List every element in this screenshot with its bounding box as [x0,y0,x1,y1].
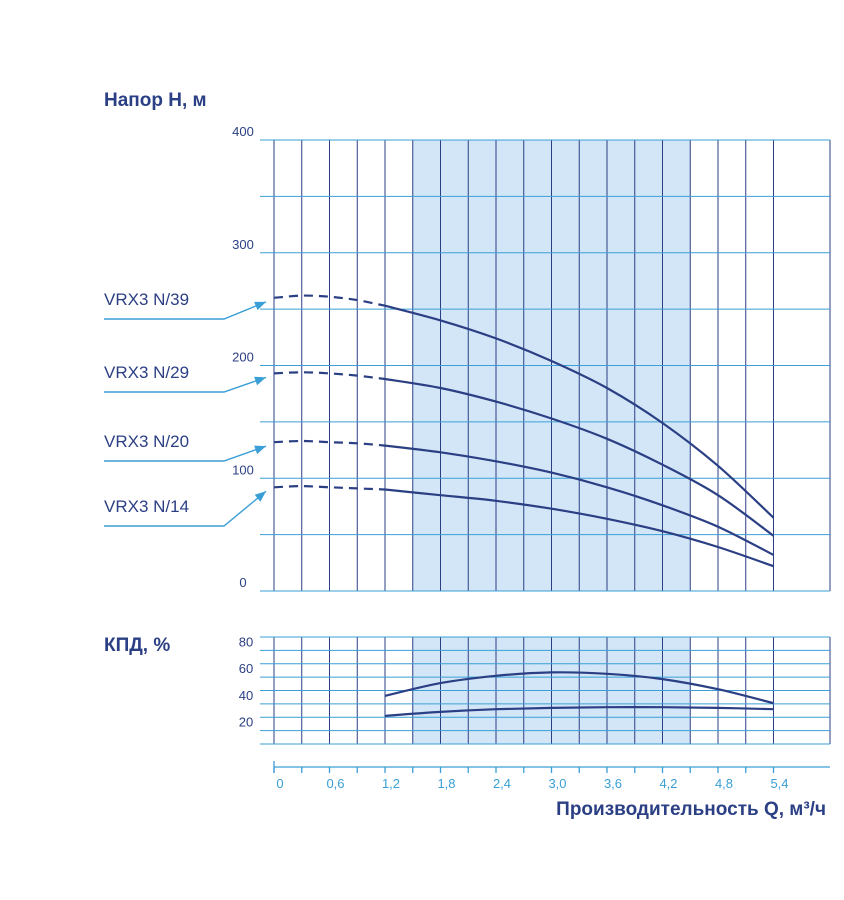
x-tick-label: 5,4 [770,776,788,791]
series-pointer-line [104,445,267,462]
efficiency-chart-panel: 80 60 40 20 [239,634,831,745]
series-label: VRX3 N/39 [104,290,189,309]
curve-dashed-segment [273,371,386,381]
efficiency-chart-title: КПД, % [104,635,170,656]
curve-dashed-segment [273,439,386,447]
x-tick-label: 2,4 [493,776,511,791]
x-tick-label: 1,8 [437,776,455,791]
series-curve [384,444,775,556]
y-tick-label: 0 [239,575,246,590]
curve-dashed-segment [273,484,386,491]
x-tick-label: 0 [276,776,283,791]
x-tick-label: 0,6 [326,776,344,791]
curve-dashed-segment [273,294,386,307]
x-axis-title: Производительность Q, м³/ч [556,799,826,820]
series-pointer-arrowhead [254,491,266,502]
y-tick-label: 20 [239,715,253,730]
x-tick-label: 4,2 [659,776,677,791]
series-curve [384,488,774,568]
x-axis: 0 0,6 1,2 1,8 2,4 3,0 3,6 4,2 4,8 5,4 [273,761,830,791]
series-pointer-arrowhead [254,445,266,455]
series-curve [384,304,775,519]
series-curve [384,706,774,717]
series-pointer-arrowhead [254,376,266,386]
y-tick-label: 200 [232,350,254,365]
x-tick-label: 3,0 [548,776,566,791]
series-label: VRX3 N/20 [104,432,189,451]
series-label: VRX3 N/14 [104,497,189,516]
series-label: VRX3 N/29 [104,363,189,382]
y-tick-label: 300 [232,237,254,252]
series-pointer-line [104,490,267,527]
y-tick-label: 100 [232,462,254,477]
y-tick-label: 80 [239,634,253,649]
head-chart-title: Напор Н, м [104,90,207,111]
x-tick-label: 4,8 [715,776,733,791]
series-pointer-line [104,376,267,393]
x-tick-label: 3,6 [604,776,622,791]
series-pointer-arrowhead [254,301,266,311]
y-tick-label: 60 [239,661,253,676]
head-chart-panel: 400 300 200 100 0 VRX3 N/39 VRX3 N/29 VRX3 N/20… [104,124,831,592]
x-tick-label: 1,2 [382,776,400,791]
series-curve [384,377,775,537]
series-pointer-line [104,301,267,320]
series-curve [384,671,774,705]
y-tick-label: 40 [239,688,253,703]
y-tick-label: 400 [232,124,254,139]
